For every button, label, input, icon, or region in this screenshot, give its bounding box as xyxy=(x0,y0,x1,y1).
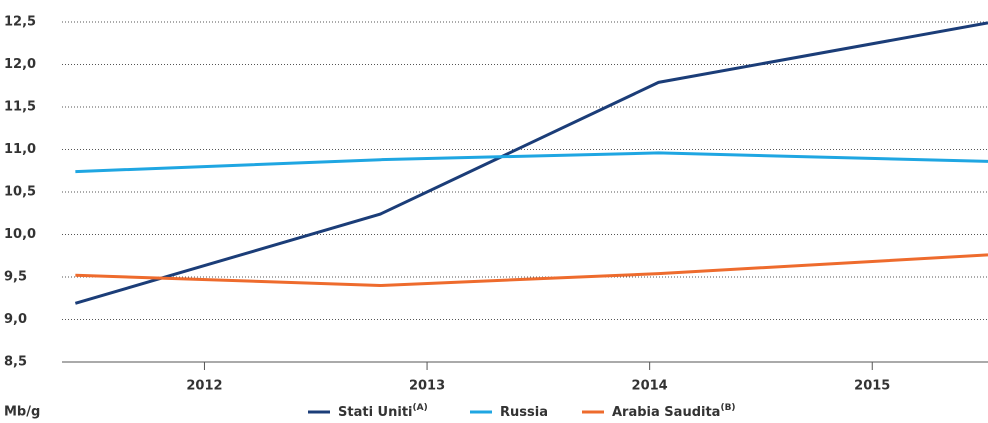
legend-note: (A) xyxy=(412,403,427,413)
y-tick-label: 10,5 xyxy=(4,185,36,200)
x-tick-label: 2014 xyxy=(632,379,668,394)
y-tick-label: 11,5 xyxy=(4,100,36,115)
y-tick-label: 9,0 xyxy=(4,312,27,327)
x-tick-label: 2015 xyxy=(854,379,890,394)
x-tick-label: 2013 xyxy=(409,379,445,394)
y-tick-label: 9,5 xyxy=(4,270,27,285)
legend-note: (B) xyxy=(720,403,735,413)
y-axis-label: Mb/g xyxy=(4,405,40,420)
legend-label: Russia xyxy=(500,405,548,420)
legend-name: Russia xyxy=(500,405,548,420)
y-tick-label: 12,0 xyxy=(4,57,36,72)
legend-label: Stati Uniti(A) xyxy=(338,403,428,420)
legend-name: Arabia Saudita xyxy=(612,405,720,420)
y-tick-label: 11,0 xyxy=(4,142,36,157)
legend-name: Stati Uniti xyxy=(338,405,412,420)
y-tick-label: 8,5 xyxy=(4,355,27,370)
y-tick-label: 10,0 xyxy=(4,227,36,242)
line-series xyxy=(74,21,988,305)
line-series xyxy=(75,151,988,174)
x-tick-label: 2012 xyxy=(186,379,222,394)
legend-label: Arabia Saudita(B) xyxy=(612,403,736,420)
line-series xyxy=(75,253,988,288)
y-tick-label: 12,5 xyxy=(4,15,36,30)
